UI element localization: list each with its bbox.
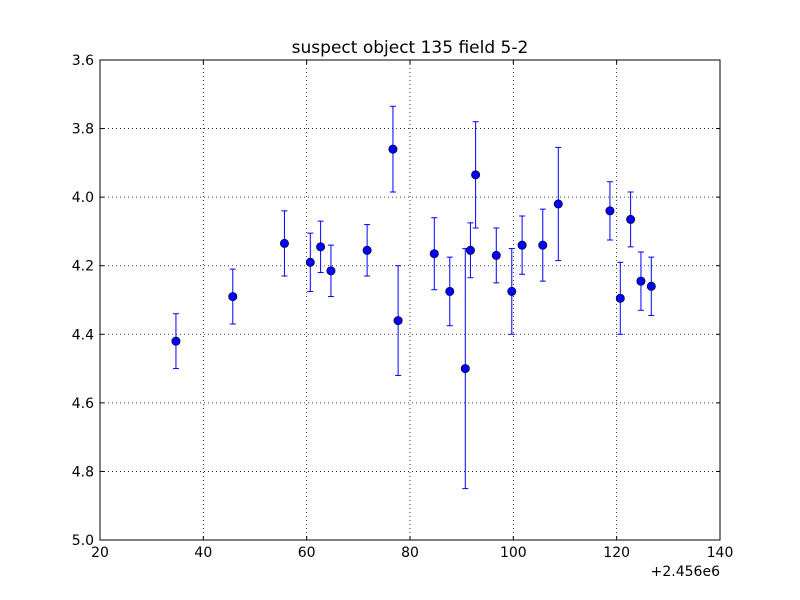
data-point (460, 364, 470, 374)
grid (100, 60, 720, 540)
x-tick-label: 20 (91, 545, 109, 561)
data-point (465, 245, 475, 255)
data-point (491, 250, 501, 260)
axis-ticks: 20 40 60 80 100 120 140 3.6 3.8 4.0 4.2 4.4 4.6 4.8 5.… (72, 53, 734, 561)
x-tick-label: 100 (500, 545, 527, 561)
data-point (171, 336, 181, 346)
chart-title: suspect object 135 field 5-2 (292, 38, 529, 58)
x-tick-label: 80 (401, 545, 419, 561)
data-point (517, 240, 527, 250)
y-tick-label: 3.8 (72, 122, 94, 138)
y-tick-label: 4.4 (72, 327, 94, 343)
data-point (471, 170, 481, 180)
data-point (429, 249, 439, 259)
x-tick-label: 60 (298, 545, 316, 561)
x-axis-offset-label: +2.456e6 (651, 564, 720, 580)
data-points (171, 105, 656, 490)
x-tick-label: 120 (603, 545, 630, 561)
data-point (305, 257, 315, 267)
data-point (316, 242, 326, 252)
data-point (636, 276, 646, 286)
data-point (553, 199, 563, 209)
y-tick-label: 5.0 (72, 533, 94, 549)
data-point (388, 144, 398, 154)
y-tick-label: 4.8 (72, 464, 94, 480)
data-point (445, 286, 455, 296)
data-point (646, 281, 656, 291)
y-tick-label: 4.2 (72, 259, 94, 275)
x-tick-label: 40 (194, 545, 212, 561)
y-tick-label: 3.6 (72, 53, 94, 69)
data-point (626, 214, 636, 224)
data-point (228, 292, 238, 302)
data-point (605, 206, 615, 216)
data-point (538, 240, 548, 250)
y-tick-label: 4.0 (72, 190, 94, 206)
data-point (326, 266, 336, 276)
data-point (507, 286, 517, 296)
data-point (615, 293, 625, 303)
x-tick-label: 140 (707, 545, 734, 561)
data-point (393, 316, 403, 326)
data-point (362, 245, 372, 255)
y-tick-label: 4.6 (72, 396, 94, 412)
data-point (279, 238, 289, 248)
